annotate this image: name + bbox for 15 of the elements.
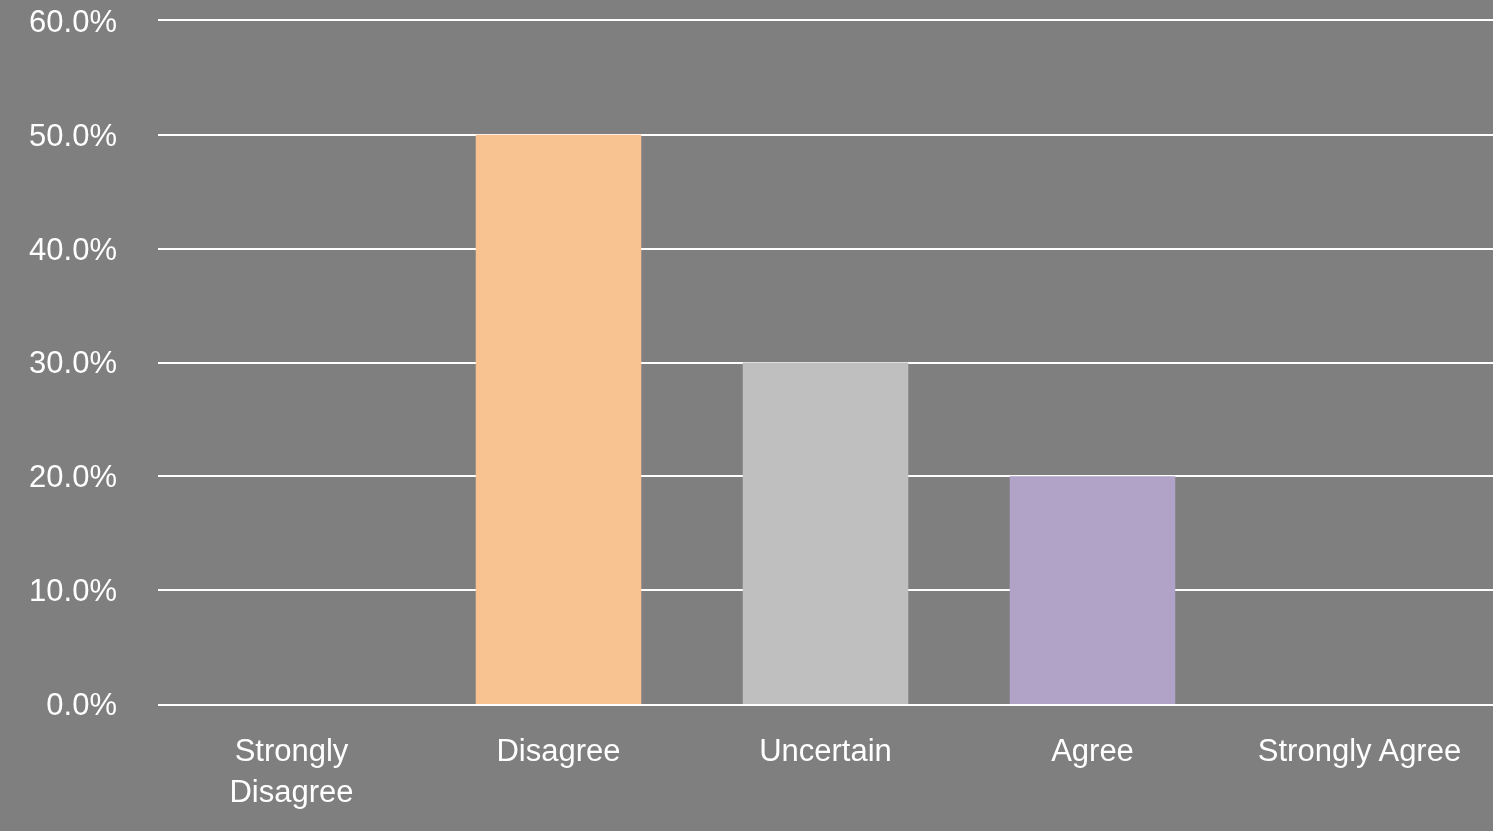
bar [1009,476,1176,704]
x-tick-label: Strongly Agree [1257,733,1462,769]
y-tick-label: 40.0% [29,231,117,267]
x-tick-label: Uncertain [759,733,892,769]
y-tick-label: 30.0% [29,345,117,381]
x-tick-label: Strongly Disagree [229,733,354,809]
y-tick-label: 0.0% [46,686,117,722]
x-tick-label: Agree [1051,733,1134,769]
bar [742,362,909,704]
y-tick-label: 10.0% [29,573,117,609]
y-tick-label: 50.0% [29,117,117,153]
bar [475,134,642,704]
y-tick-label: 60.0% [29,3,117,39]
x-tick-label: Disagree [496,733,621,769]
y-tick-label: 20.0% [29,459,117,495]
